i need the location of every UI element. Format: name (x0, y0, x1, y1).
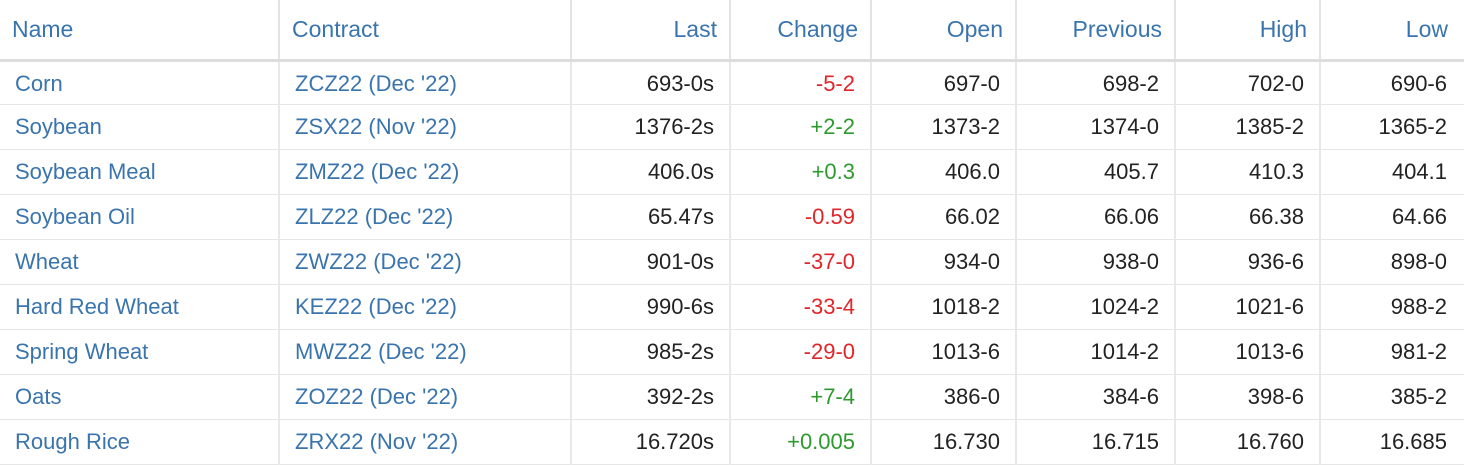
price-change: -5-2 (730, 60, 872, 106)
low-price: 898-0 (1320, 239, 1464, 285)
contract-link[interactable]: ZOZ22 (Dec '22) (279, 374, 572, 420)
header-last[interactable]: Last (571, 0, 731, 62)
open-price: 934-0 (871, 239, 1017, 285)
previous-price: 1024-2 (1016, 284, 1176, 330)
low-price: 981-2 (1320, 329, 1464, 375)
table-row: Soybean Oil ZLZ22 (Dec '22) 65.47s -0.59… (0, 194, 1464, 241)
price-change: -37-0 (730, 239, 872, 285)
previous-price: 405.7 (1016, 149, 1176, 196)
commodity-name-link[interactable]: Spring Wheat (0, 329, 280, 375)
previous-price: 66.06 (1016, 194, 1176, 241)
table-header: Name Contract Last Change Open Previous … (0, 0, 1464, 62)
low-price: 64.66 (1320, 194, 1464, 241)
commodity-name-link[interactable]: Oats (0, 374, 280, 420)
header-high[interactable]: High (1175, 0, 1321, 62)
high-price: 16.760 (1175, 419, 1321, 465)
commodity-name-link[interactable]: Soybean Meal (0, 149, 280, 196)
price-change: +2-2 (730, 104, 872, 151)
table-row: Soybean ZSX22 (Nov '22) 1376-2s +2-2 137… (0, 104, 1464, 151)
commodity-name-link[interactable]: Soybean (0, 104, 280, 151)
open-price: 66.02 (871, 194, 1017, 241)
last-price: 990-6s (571, 284, 731, 330)
high-price: 398-6 (1175, 374, 1321, 420)
contract-link[interactable]: ZRX22 (Nov '22) (279, 419, 572, 465)
header-change[interactable]: Change (730, 0, 872, 62)
price-change: +7-4 (730, 374, 872, 420)
previous-price: 938-0 (1016, 239, 1176, 285)
contract-link[interactable]: ZSX22 (Nov '22) (279, 104, 572, 151)
low-price: 385-2 (1320, 374, 1464, 420)
header-contract[interactable]: Contract (279, 0, 572, 62)
high-price: 410.3 (1175, 149, 1321, 196)
last-price: 693-0s (571, 60, 731, 106)
previous-price: 16.715 (1016, 419, 1176, 465)
contract-link[interactable]: ZWZ22 (Dec '22) (279, 239, 572, 285)
table-row: Soybean Meal ZMZ22 (Dec '22) 406.0s +0.3… (0, 149, 1464, 196)
price-change: -0.59 (730, 194, 872, 241)
contract-link[interactable]: ZCZ22 (Dec '22) (279, 60, 572, 106)
table-row: Hard Red Wheat KEZ22 (Dec '22) 990-6s -3… (0, 284, 1464, 330)
last-price: 985-2s (571, 329, 731, 375)
header-previous[interactable]: Previous (1016, 0, 1176, 62)
header-low[interactable]: Low (1320, 0, 1464, 62)
open-price: 1373-2 (871, 104, 1017, 151)
price-change: -29-0 (730, 329, 872, 375)
table-row: Corn ZCZ22 (Dec '22) 693-0s -5-2 697-0 6… (0, 60, 1464, 106)
open-price: 406.0 (871, 149, 1017, 196)
last-price: 406.0s (571, 149, 731, 196)
header-name[interactable]: Name (0, 0, 280, 62)
last-price: 16.720s (571, 419, 731, 465)
last-price: 1376-2s (571, 104, 731, 151)
high-price: 1385-2 (1175, 104, 1321, 151)
low-price: 16.685 (1320, 419, 1464, 465)
last-price: 392-2s (571, 374, 731, 420)
commodity-name-link[interactable]: Soybean Oil (0, 194, 280, 241)
last-price: 65.47s (571, 194, 731, 241)
contract-link[interactable]: KEZ22 (Dec '22) (279, 284, 572, 330)
high-price: 1021-6 (1175, 284, 1321, 330)
commodity-name-link[interactable]: Wheat (0, 239, 280, 285)
table-row: Rough Rice ZRX22 (Nov '22) 16.720s +0.00… (0, 419, 1464, 465)
header-open[interactable]: Open (871, 0, 1017, 62)
contract-link[interactable]: MWZ22 (Dec '22) (279, 329, 572, 375)
price-change: +0.3 (730, 149, 872, 196)
open-price: 697-0 (871, 60, 1017, 106)
open-price: 16.730 (871, 419, 1017, 465)
low-price: 690-6 (1320, 60, 1464, 106)
high-price: 702-0 (1175, 60, 1321, 106)
low-price: 988-2 (1320, 284, 1464, 330)
commodity-name-link[interactable]: Hard Red Wheat (0, 284, 280, 330)
price-change: +0.005 (730, 419, 872, 465)
table-row: Wheat ZWZ22 (Dec '22) 901-0s -37-0 934-0… (0, 239, 1464, 285)
previous-price: 1014-2 (1016, 329, 1176, 375)
low-price: 1365-2 (1320, 104, 1464, 151)
high-price: 936-6 (1175, 239, 1321, 285)
table-body: Corn ZCZ22 (Dec '22) 693-0s -5-2 697-0 6… (0, 60, 1464, 465)
high-price: 66.38 (1175, 194, 1321, 241)
table-row: Oats ZOZ22 (Dec '22) 392-2s +7-4 386-0 3… (0, 374, 1464, 420)
commodity-name-link[interactable]: Corn (0, 60, 280, 106)
previous-price: 384-6 (1016, 374, 1176, 420)
open-price: 1013-6 (871, 329, 1017, 375)
commodity-name-link[interactable]: Rough Rice (0, 419, 280, 465)
header-row: Name Contract Last Change Open Previous … (0, 0, 1464, 62)
open-price: 1018-2 (871, 284, 1017, 330)
price-change: -33-4 (730, 284, 872, 330)
open-price: 386-0 (871, 374, 1017, 420)
last-price: 901-0s (571, 239, 731, 285)
table-row: Spring Wheat MWZ22 (Dec '22) 985-2s -29-… (0, 329, 1464, 375)
contract-link[interactable]: ZLZ22 (Dec '22) (279, 194, 572, 241)
contract-link[interactable]: ZMZ22 (Dec '22) (279, 149, 572, 196)
high-price: 1013-6 (1175, 329, 1321, 375)
previous-price: 1374-0 (1016, 104, 1176, 151)
previous-price: 698-2 (1016, 60, 1176, 106)
low-price: 404.1 (1320, 149, 1464, 196)
